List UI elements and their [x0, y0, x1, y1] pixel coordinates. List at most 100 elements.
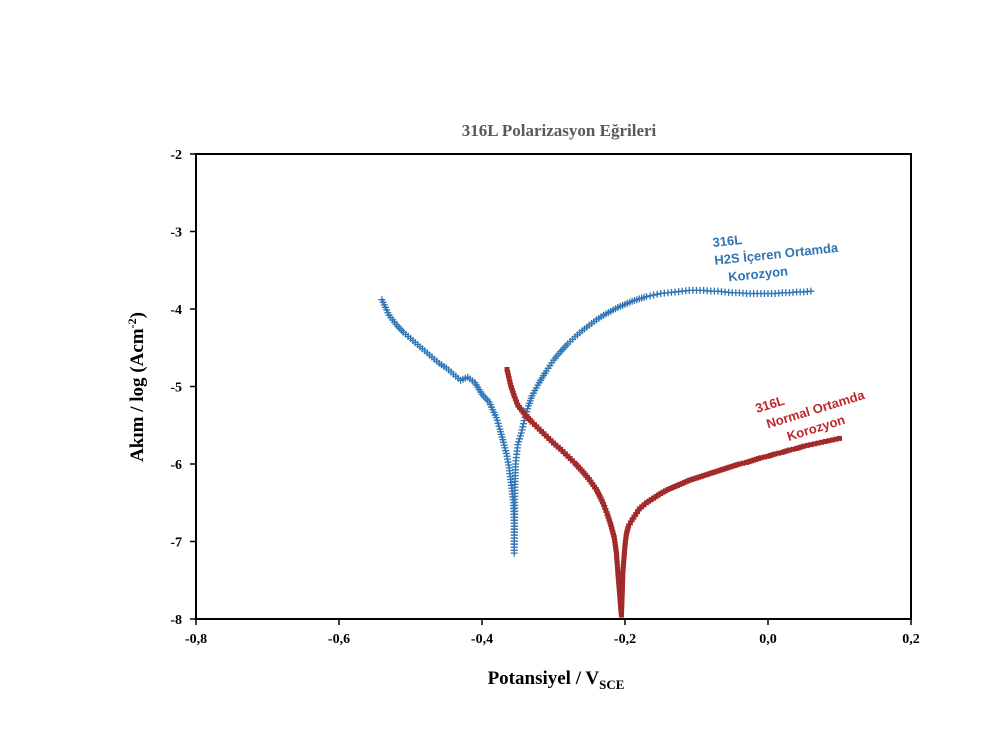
- data-point: [505, 370, 511, 376]
- data-point: [620, 570, 626, 575]
- data-point: [786, 447, 792, 453]
- data-point: [619, 593, 625, 599]
- data-point: [642, 293, 650, 301]
- data-point: [512, 396, 518, 402]
- data-point: [514, 399, 520, 405]
- y-tick-label: -3: [170, 226, 182, 241]
- data-point: [506, 376, 512, 382]
- data-point: [833, 436, 839, 442]
- data-point: [811, 441, 817, 447]
- data-point: [650, 291, 658, 299]
- data-point: [507, 379, 513, 385]
- data-point: [614, 557, 620, 563]
- data-point: [599, 499, 605, 505]
- data-point: [807, 287, 815, 295]
- data-point: [598, 496, 604, 502]
- data-point: [837, 435, 842, 441]
- data-point: [624, 528, 630, 534]
- data-point: [622, 539, 628, 545]
- data-point: [615, 566, 621, 572]
- data-point: [519, 420, 527, 428]
- data-point: [646, 292, 654, 300]
- data-point: [517, 429, 525, 437]
- data-point: [511, 393, 517, 399]
- data-point: [625, 526, 631, 532]
- data-point: [601, 501, 607, 507]
- series-normal: [504, 366, 842, 618]
- data-point: [607, 519, 613, 525]
- plot-area: [378, 286, 842, 618]
- data-point: [605, 513, 611, 519]
- data-point: [622, 548, 628, 554]
- data-point: [623, 537, 629, 543]
- x-tick-label: -0,4: [471, 632, 493, 647]
- data-point: [619, 587, 625, 593]
- series-h2s: [378, 286, 815, 557]
- data-point: [614, 553, 620, 559]
- data-point: [776, 450, 782, 456]
- data-point: [621, 557, 627, 563]
- data-point: [621, 560, 627, 566]
- y-tick-label: -5: [170, 381, 182, 396]
- data-point: [619, 599, 625, 605]
- data-point: [518, 426, 526, 434]
- data-point: [603, 508, 609, 513]
- chart-title: 316L Polarizasyon Eğrileri: [462, 121, 657, 140]
- data-point: [633, 511, 639, 517]
- data-point: [808, 442, 814, 448]
- data-point: [504, 366, 510, 372]
- data-point: [588, 479, 594, 485]
- data-point: [772, 451, 778, 457]
- x-tick-label: -0,8: [185, 632, 207, 647]
- data-point: [519, 423, 527, 431]
- data-point: [615, 575, 621, 581]
- data-point: [608, 521, 614, 527]
- data-point: [622, 545, 628, 551]
- data-point: [621, 551, 627, 557]
- x-tick-label: 0,0: [759, 632, 777, 647]
- data-point: [801, 443, 807, 449]
- data-point: [622, 542, 628, 548]
- data-point: [611, 535, 617, 541]
- y-tick-label: -8: [170, 613, 182, 628]
- data-point: [611, 532, 617, 538]
- y-tick-label: -2: [170, 148, 182, 163]
- data-point: [619, 596, 625, 602]
- series-annotation-h2s: 316L H2S İçeren Ortamda Korozyon: [712, 222, 845, 286]
- data-point: [620, 566, 626, 572]
- data-point: [616, 578, 622, 584]
- data-point: [619, 584, 625, 590]
- data-point: [610, 529, 616, 535]
- y-tick-label: -7: [170, 536, 182, 551]
- data-point: [616, 587, 622, 593]
- data-point: [829, 437, 835, 443]
- data-point: [623, 531, 629, 537]
- data-point: [613, 550, 619, 556]
- data-point: [619, 581, 625, 587]
- data-point: [620, 572, 626, 578]
- data-point: [614, 560, 620, 566]
- data-point: [627, 520, 633, 526]
- data-point: [590, 482, 596, 488]
- data-point: [615, 572, 621, 578]
- data-point: [613, 544, 619, 550]
- x-tick-label: 0,2: [902, 632, 920, 647]
- data-point: [614, 563, 620, 569]
- data-point: [623, 534, 629, 540]
- data-point: [790, 446, 796, 452]
- data-point: [613, 547, 619, 553]
- data-point: [592, 484, 598, 490]
- data-point: [619, 590, 625, 596]
- data-point: [819, 439, 825, 445]
- y-axis-label: Akım / log (Acm-2): [125, 312, 148, 462]
- data-point: [621, 554, 627, 560]
- data-point: [597, 494, 603, 500]
- x-tick-label: -0,2: [614, 632, 636, 647]
- data-point: [608, 524, 614, 530]
- x-axis-label: Potansiyel / VSCE: [488, 668, 625, 692]
- x-axis-label-subscript: SCE: [599, 677, 624, 692]
- plot-frame: [195, 153, 912, 620]
- data-point: [736, 461, 742, 467]
- data-point: [758, 455, 764, 461]
